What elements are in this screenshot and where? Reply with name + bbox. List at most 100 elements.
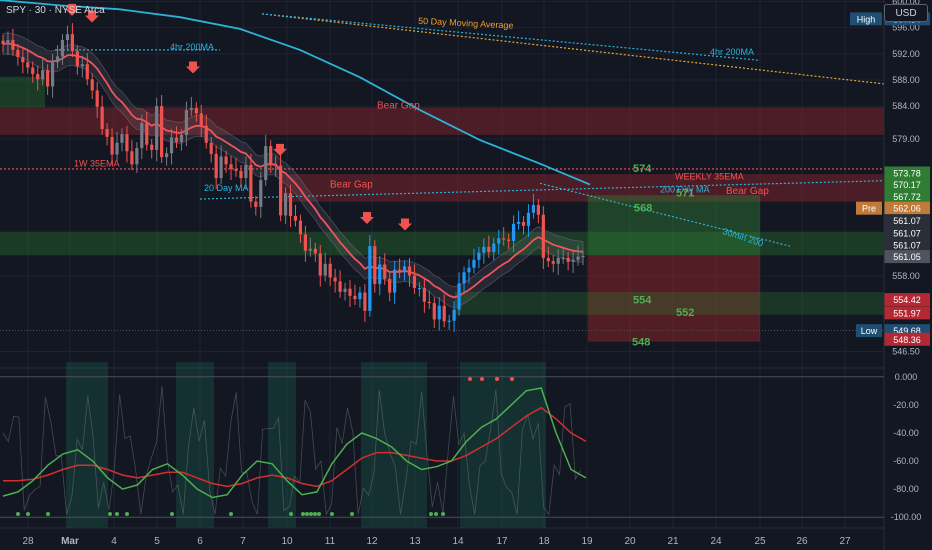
time-tick-label: 10	[281, 536, 293, 547]
rsi-dot	[170, 512, 174, 516]
price-tick-label: 592.00	[892, 49, 920, 59]
candle-body	[155, 106, 159, 150]
price-tick-label: 584.00	[892, 101, 920, 111]
candle-body	[571, 259, 575, 262]
candle-body	[21, 57, 25, 63]
time-tick-label: 7	[240, 536, 246, 547]
candle-body	[164, 153, 169, 158]
candle-body	[264, 146, 268, 181]
price-label-box	[884, 189, 930, 203]
signal-band	[361, 362, 427, 528]
price-label-value: 567.72	[893, 192, 921, 202]
candle-body	[407, 266, 412, 276]
rsi-dot	[108, 512, 112, 516]
candle-body	[348, 288, 352, 296]
candle-body	[169, 137, 174, 154]
price-label-tag-text: Pre	[862, 204, 876, 214]
candle-body	[383, 264, 387, 279]
candle-body	[288, 193, 293, 217]
chart-annotation: WEEKLY 35EMA	[675, 171, 744, 181]
price-label-box	[884, 226, 930, 240]
price-label-tag	[850, 12, 882, 26]
price-label-tag-text: Low	[861, 326, 878, 336]
rsi-tick-label: -40.00	[893, 428, 919, 438]
candle-body	[26, 62, 30, 68]
chart-annotation: 20 Day MA	[204, 183, 249, 193]
chart-annotation: 571	[676, 187, 694, 199]
candle-body	[388, 278, 392, 293]
candle-body	[130, 151, 134, 165]
down-arrow-icon	[398, 218, 412, 231]
candle-body	[293, 216, 298, 221]
candle-body	[204, 125, 208, 143]
candle-body	[283, 193, 288, 216]
signal-arrows	[65, 3, 412, 231]
candle-body	[487, 246, 491, 253]
candle-body	[417, 288, 422, 290]
candle-body	[259, 180, 263, 207]
currency-button[interactable]: USD	[884, 4, 928, 22]
rsi-tick-label: -100.00	[891, 512, 922, 522]
candle-body	[393, 269, 397, 293]
price-label-value: 561.07	[893, 229, 921, 239]
time-tick-label: 20	[624, 536, 636, 547]
time-tick-label: 6	[197, 536, 203, 547]
rsi-raw-line	[2, 386, 582, 516]
candle-body	[462, 272, 466, 284]
candle-body	[75, 51, 79, 67]
rsi-dot	[301, 512, 305, 516]
candle-body	[31, 67, 35, 75]
time-tick-label: 24	[710, 536, 722, 547]
price-tick-label: 558.00	[892, 271, 920, 281]
candle-body	[333, 277, 337, 282]
bear-gap-zone	[280, 174, 884, 202]
time-tick-label: 18	[538, 536, 550, 547]
rsi-dot	[313, 512, 317, 516]
candle-body	[234, 168, 238, 171]
candle-body	[254, 201, 258, 207]
price-label-box	[884, 306, 930, 320]
price-label-value: 549.68	[893, 326, 921, 336]
candle-body	[41, 70, 45, 80]
time-tick-label: 19	[581, 536, 593, 547]
candle-body	[194, 108, 198, 114]
candle-body	[80, 64, 84, 67]
ma50-day-dotted	[261, 13, 885, 85]
candle-body	[546, 257, 550, 262]
down-arrow-icon	[65, 3, 79, 16]
chart-annotation: 50 Day Moving Average	[418, 16, 514, 31]
chart-annotation: 200 Day MA	[660, 184, 710, 194]
candle-body	[105, 129, 109, 137]
candle-body	[358, 292, 362, 300]
rsi-tick-label: -20.00	[893, 400, 919, 410]
rsi-main-line	[2, 387, 587, 499]
price-axis: 600.00 596.00 592.00 588.00 584.00 579.00 558.…	[850, 0, 930, 550]
candle-body	[179, 134, 184, 143]
rsi-dot	[115, 512, 119, 516]
candle-body	[323, 263, 327, 276]
candle-body	[95, 90, 99, 107]
candle-body	[199, 113, 203, 126]
candle-body	[120, 134, 124, 143]
candle-body	[16, 49, 20, 58]
candle-body	[65, 34, 70, 41]
candle-body	[214, 153, 218, 179]
candle-body	[373, 246, 377, 285]
rsi-dot	[289, 512, 293, 516]
candle-body	[422, 288, 426, 302]
candle-body	[531, 204, 536, 213]
down-arrow-icon	[273, 143, 287, 156]
candle-body	[279, 165, 283, 216]
price-label-tag	[856, 201, 882, 215]
candle-body	[239, 170, 243, 179]
candle-body	[412, 275, 417, 288]
chart-annotation: Bear Gap	[377, 101, 420, 112]
candle-body	[219, 156, 223, 179]
candle-body	[50, 62, 55, 87]
time-tick-label: 11	[325, 536, 336, 547]
candle-body	[209, 142, 213, 154]
time-tick-label: 17	[496, 536, 508, 547]
rsi-dot-top	[510, 377, 514, 381]
